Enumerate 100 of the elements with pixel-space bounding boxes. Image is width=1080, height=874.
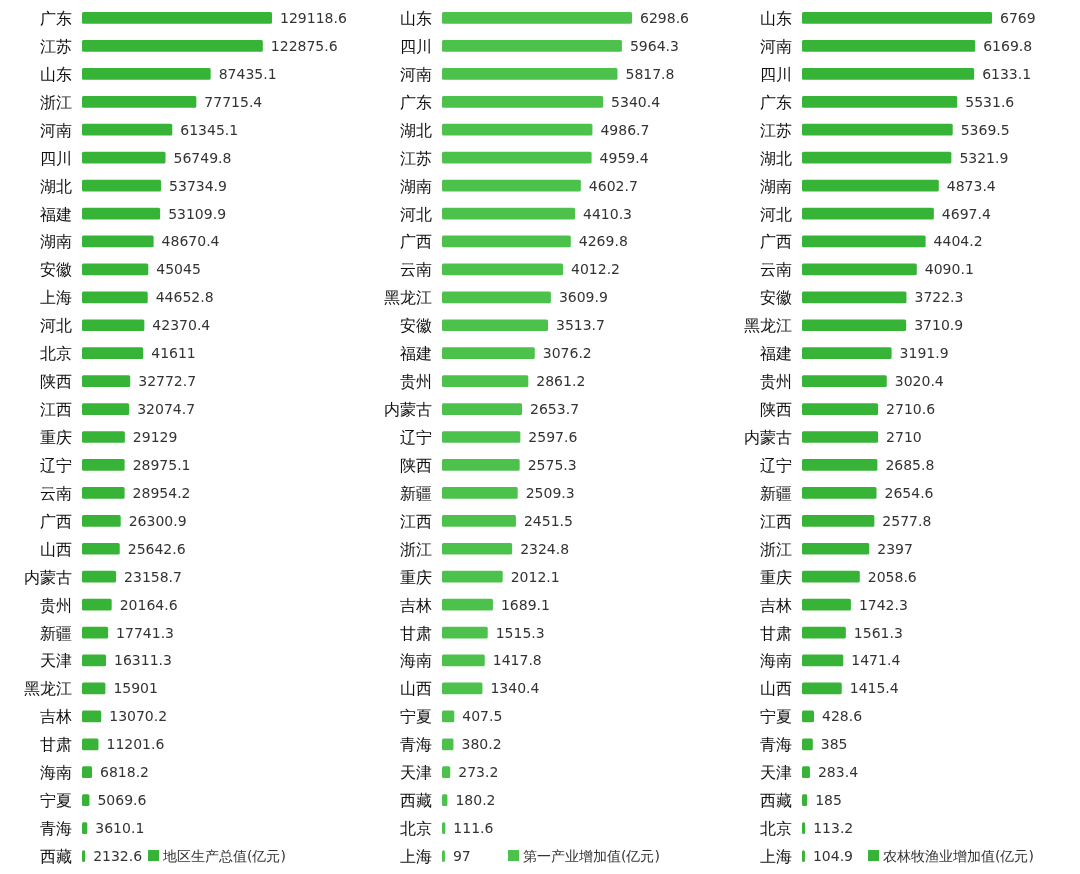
legend-label: 地区生产总值(亿元) [162,848,286,865]
data-label: 2577.8 [882,512,932,529]
y-tick-label: 安徽 [40,260,72,280]
data-label: 273.2 [458,764,499,781]
y-tick-label: 湖南 [760,176,792,196]
y-tick-label: 广西 [760,232,792,252]
data-label: 6169.8 [983,37,1033,54]
y-tick-label: 四川 [400,36,432,56]
y-tick-label: 安徽 [400,316,432,336]
bar [802,766,810,779]
y-tick-label: 黑龙江 [384,288,432,308]
bar [82,431,125,443]
data-label: 2012.1 [510,568,560,585]
data-label: 42370.4 [152,317,211,334]
data-label: 5340.4 [611,93,661,110]
y-tick-label: 海南 [400,651,432,671]
data-label: 4873.4 [946,177,996,194]
data-label: 1742.3 [858,596,908,613]
bar [82,794,90,807]
data-label: 32772.7 [138,373,197,390]
y-tick-label: 吉林 [40,707,72,727]
y-tick-label: 山西 [400,679,432,699]
data-label: 32074.7 [137,401,196,418]
data-label: 5817.8 [625,65,675,82]
bar [802,12,992,24]
y-tick-label: 广西 [400,232,432,252]
bar [802,794,808,807]
data-label: 5069.6 [97,792,147,809]
bar [442,347,535,360]
bar [802,40,976,52]
y-tick-label: 天津 [40,651,72,671]
data-label: 2509.3 [525,484,575,501]
bar [802,179,939,192]
y-tick-label: 天津 [400,763,432,783]
data-label: 3513.7 [555,317,605,334]
bar [442,431,521,443]
bar [802,67,975,80]
data-label: 3191.9 [899,345,949,362]
y-tick-label: 陕西 [40,372,72,392]
data-label: 3610.1 [95,820,145,837]
data-label: 5369.5 [960,121,1010,138]
bar [442,403,523,415]
data-label: 5964.3 [629,37,679,54]
bar [802,375,887,387]
y-tick-label: 山东 [400,8,432,28]
y-tick-label: 福建 [40,204,72,224]
bar [82,766,93,779]
bar [442,766,451,779]
bar [802,347,892,360]
bar [82,319,145,332]
y-tick-label: 浙江 [760,539,792,559]
y-tick-label: 湖北 [760,148,792,168]
bar [802,682,842,695]
y-tick-label: 广东 [760,92,792,112]
data-label: 6133.1 [982,65,1032,82]
bar [442,570,503,583]
y-tick-label: 青海 [760,735,792,755]
data-label: 41611 [151,345,196,362]
y-tick-label: 宁夏 [760,707,792,727]
y-tick-label: 内蒙古 [384,400,432,420]
y-tick-label: 天津 [760,763,792,783]
bar [82,738,99,751]
data-label: 23158.7 [124,568,182,585]
y-tick-label: 新疆 [40,623,72,643]
data-label: 380.2 [461,736,502,753]
bar [802,235,926,248]
bar [442,151,592,164]
y-tick-label: 北京 [40,344,72,364]
bar [802,626,846,639]
y-tick-label: 河北 [400,204,432,224]
data-label: 2575.3 [527,456,577,473]
y-tick-label: 陕西 [760,400,792,420]
bar [442,40,622,52]
data-label: 2861.2 [536,373,586,390]
bar [442,319,548,332]
y-tick-label: 新疆 [400,483,432,503]
y-tick-label: 吉林 [760,595,792,615]
bar [802,403,879,415]
bar [442,487,518,499]
y-tick-label: 山东 [40,64,72,84]
data-label: 25642.6 [127,540,186,557]
bar [442,291,551,304]
bar [442,207,576,220]
y-tick-label: 云南 [40,483,72,503]
data-label: 6769 [1000,9,1036,26]
data-label: 2451.5 [523,512,573,529]
bar [442,682,483,695]
y-tick-label: 江苏 [400,148,432,168]
bar [802,822,806,834]
y-tick-label: 辽宁 [400,428,432,447]
data-label: 4959.4 [599,149,649,166]
data-label: 1340.4 [490,680,540,697]
data-label: 407.5 [462,708,503,725]
data-label: 4602.7 [588,177,638,194]
y-tick-label: 甘肃 [400,623,432,643]
y-tick-label: 上海 [40,288,72,308]
data-label: 113.2 [813,820,854,837]
y-tick-label: 四川 [40,148,72,168]
bar [442,794,448,807]
data-label: 3020.4 [894,373,944,390]
